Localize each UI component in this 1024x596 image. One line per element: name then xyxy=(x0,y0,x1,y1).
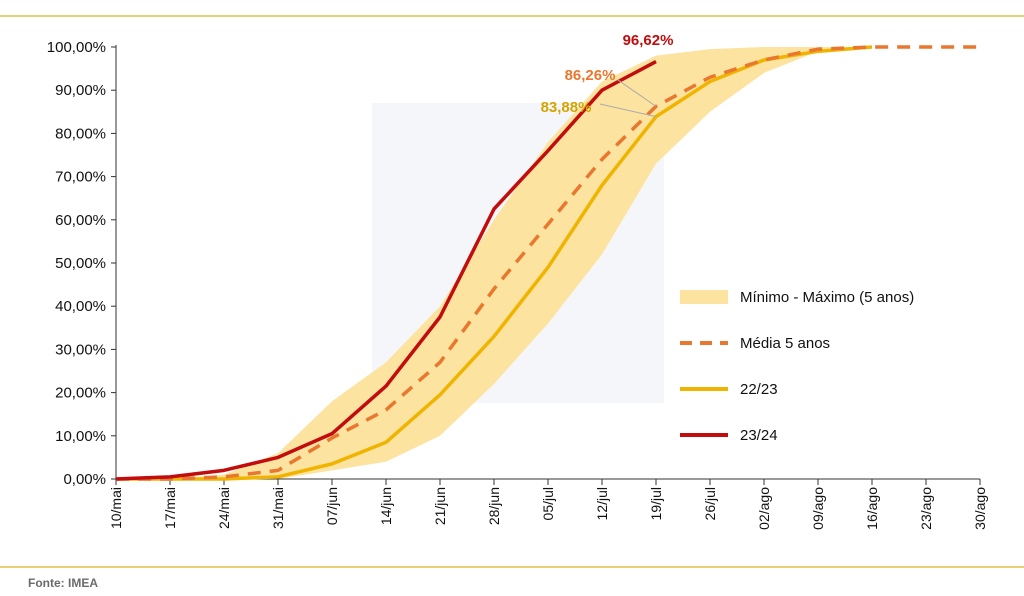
x-tick-label: 19/jul xyxy=(648,487,664,520)
source-label: Fonte: IMEA xyxy=(28,576,98,590)
legend-label: Mínimo - Máximo (5 anos) xyxy=(740,289,914,306)
annotation-86-26: 86,26% xyxy=(565,67,616,84)
y-tick-label: 0,00% xyxy=(63,471,106,488)
x-tick-label: 17/mai xyxy=(162,487,178,529)
annotation-83-88: 83,88% xyxy=(541,99,592,116)
y-tick-label: 40,00% xyxy=(55,298,106,315)
x-tick-label: 28/jun xyxy=(486,487,502,525)
x-tick-label: 31/mai xyxy=(270,487,286,529)
x-tick-label: 30/ago xyxy=(972,487,988,530)
legend-label: 23/24 xyxy=(740,427,778,444)
y-tick-label: 30,00% xyxy=(55,341,106,358)
legend-label: Média 5 anos xyxy=(740,335,830,352)
y-tick-label: 70,00% xyxy=(55,169,106,186)
y-tick-label: 90,00% xyxy=(55,82,106,99)
x-tick-label: 10/mai xyxy=(108,487,124,529)
x-tick-label: 21/jun xyxy=(432,487,448,525)
x-tick-label: 09/ago xyxy=(810,487,826,530)
chart: 0,00% 10,00% 20,00% 30,00% 40,00% 50,00% 60,00… xyxy=(47,32,988,530)
x-tick-label: 23/ago xyxy=(918,487,934,530)
y-tick-label: 80,00% xyxy=(55,125,106,142)
leader-86-26 xyxy=(617,79,657,107)
series-line-23-24 xyxy=(115,60,657,481)
bottom-rule xyxy=(0,566,1024,568)
y-tick-label: 10,00% xyxy=(55,428,106,445)
x-tick-label: 05/jul xyxy=(540,487,556,520)
band-min-max xyxy=(116,47,872,479)
x-tick-label: 02/ago xyxy=(756,487,772,530)
leader-83-88 xyxy=(599,103,657,118)
legend-swatch-band xyxy=(680,290,728,304)
x-tick-label: 26/jul xyxy=(702,487,718,520)
y-tick-label: 20,00% xyxy=(55,385,106,402)
legend-label: 22/23 xyxy=(740,381,778,398)
top-rule xyxy=(0,15,1024,17)
x-tick-label: 12/jul xyxy=(594,487,610,520)
x-tick-label: 24/mai xyxy=(216,487,232,529)
y-tick-label: 60,00% xyxy=(55,212,106,229)
x-tick-label: 16/ago xyxy=(864,487,880,530)
y-tick-label: 50,00% xyxy=(55,255,106,272)
series-line-m-dia-5-anos xyxy=(116,45,980,481)
legend: Mínimo - Máximo (5 anos) Média 5 anos 22/2… xyxy=(680,289,914,444)
y-tick-label: 100,00% xyxy=(47,39,106,56)
x-tick-label: 14/jun xyxy=(378,487,394,525)
annotation-96-62: 96,62% xyxy=(623,32,674,49)
x-tick-label: 07/jun xyxy=(324,487,340,525)
